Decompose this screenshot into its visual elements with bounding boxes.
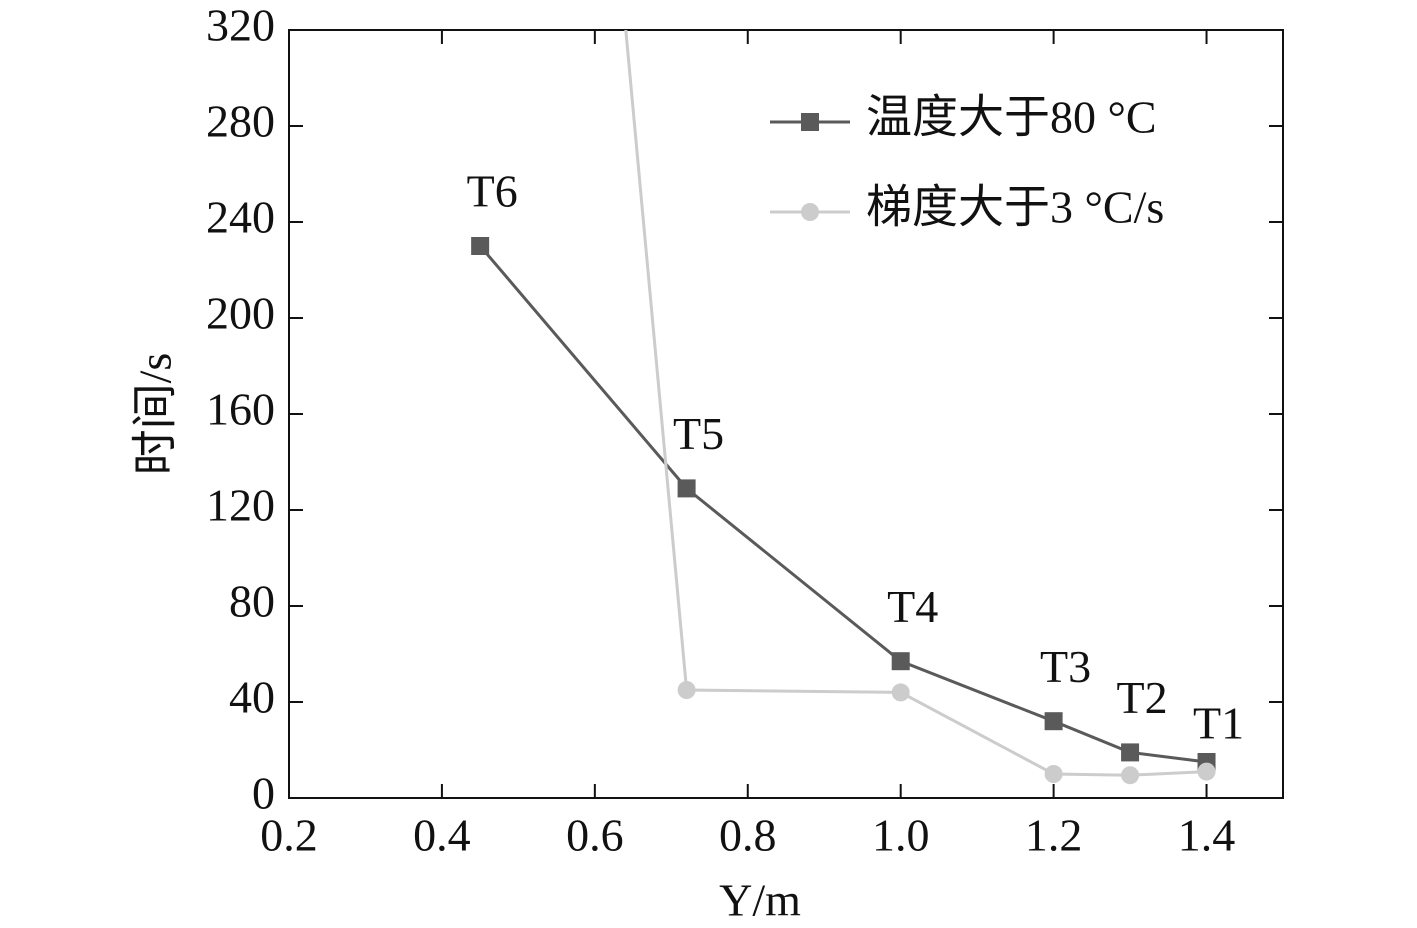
- plot-area: [471, 30, 1216, 785]
- x-tick-label: 0.2: [260, 810, 318, 861]
- marker: [1044, 712, 1063, 731]
- y-axis-label: 时间/s: [130, 353, 181, 476]
- point-label: T6: [467, 166, 518, 217]
- x-tick-label: 0.8: [719, 810, 777, 861]
- marker: [801, 203, 819, 221]
- y-tick-label: 80: [229, 576, 275, 627]
- point-label: T4: [887, 581, 938, 632]
- y-tick-label: 120: [206, 480, 275, 531]
- marker: [1121, 743, 1140, 762]
- marker: [677, 479, 696, 498]
- y-tick-label: 240: [206, 192, 275, 243]
- x-tick-label: 0.4: [413, 810, 471, 861]
- marker: [891, 683, 910, 702]
- x-tick-label: 1.2: [1025, 810, 1083, 861]
- point-label: T3: [1040, 641, 1091, 692]
- y-tick-label: 200: [206, 288, 275, 339]
- y-tick-label: 0: [252, 768, 275, 819]
- x-tick-label: 0.6: [566, 810, 624, 861]
- marker: [471, 237, 490, 255]
- point-label: T5: [673, 408, 724, 459]
- x-tick-label: 1.0: [872, 810, 930, 861]
- legend-label: 温度大于80 °C: [866, 92, 1157, 143]
- plot-frame: [288, 29, 1284, 799]
- point-label: T1: [1193, 698, 1244, 749]
- point-label: T2: [1117, 672, 1168, 723]
- series-line: [479, 245, 1207, 764]
- x-axis-label: Y/m: [719, 875, 801, 926]
- marker: [1197, 762, 1216, 781]
- legend-label: 梯度大于3 °C/s: [866, 182, 1164, 233]
- series-line: [624, 30, 1207, 777]
- y-tick-label: 280: [206, 96, 275, 147]
- y-tick-label: 40: [229, 672, 275, 723]
- marker: [801, 113, 819, 131]
- y-tick-label: 320: [206, 0, 275, 51]
- x-tick-label: 1.4: [1178, 810, 1236, 861]
- marker: [677, 681, 696, 699]
- y-tick-label: 160: [206, 384, 275, 435]
- marker: [891, 652, 910, 671]
- marker: [1044, 765, 1063, 783]
- marker: [1121, 766, 1140, 785]
